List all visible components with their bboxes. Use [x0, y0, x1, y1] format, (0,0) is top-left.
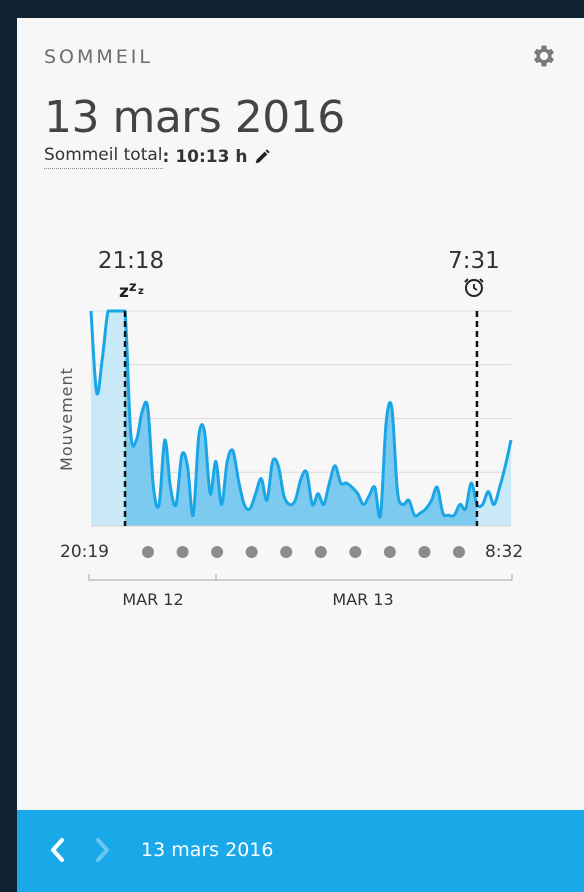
hour-dot [418, 546, 431, 558]
hour-dot [383, 546, 396, 558]
hour-dot [142, 546, 154, 558]
alarm-clock-icon [464, 278, 484, 297]
y-axis-label: Mouvement [57, 367, 76, 471]
hour-dot [280, 546, 293, 558]
section-label: SOMMEIL [44, 46, 153, 68]
total-sleep-colon: : [162, 147, 170, 167]
day-label: MAR 13 [332, 590, 393, 609]
pencil-icon[interactable] [253, 148, 271, 166]
svg-text:z: z [138, 286, 144, 297]
page-title: 13 mars 2016 [44, 92, 345, 143]
svg-text:z: z [129, 280, 137, 295]
day-bracket [88, 574, 513, 581]
sleep-start-label: 21:18 [98, 248, 164, 274]
total-sleep-row: Sommeil total : 10:13 h [44, 145, 271, 169]
hour-dot [211, 546, 224, 558]
hour-dot [453, 546, 465, 558]
hour-dot [176, 546, 189, 558]
total-sleep-value: 10:13 h [175, 147, 248, 167]
hour-dot [245, 546, 258, 558]
footer-date: 13 mars 2016 [141, 839, 274, 861]
hour-dot [349, 546, 362, 558]
start-time-label: 20:19 [60, 542, 109, 562]
end-time-label: 8:32 [485, 542, 523, 562]
svg-text:z: z [119, 282, 129, 302]
total-sleep-label[interactable]: Sommeil total [44, 145, 163, 169]
chevron-left-icon[interactable] [45, 836, 69, 864]
movement-line [89, 309, 513, 519]
hour-dot [314, 546, 327, 558]
sleep-chart: 21:18 7:31 z z z Mouvement 20:19 8:32 MAR 12 MAR … [57, 248, 523, 609]
wake-time-label: 7:31 [448, 248, 500, 274]
sleep-area [125, 311, 477, 526]
day-label: MAR 12 [122, 590, 183, 609]
chevron-right-icon[interactable] [91, 836, 115, 864]
footer-bar: 13 mars 2016 [17, 810, 584, 892]
gear-icon[interactable] [530, 42, 558, 70]
